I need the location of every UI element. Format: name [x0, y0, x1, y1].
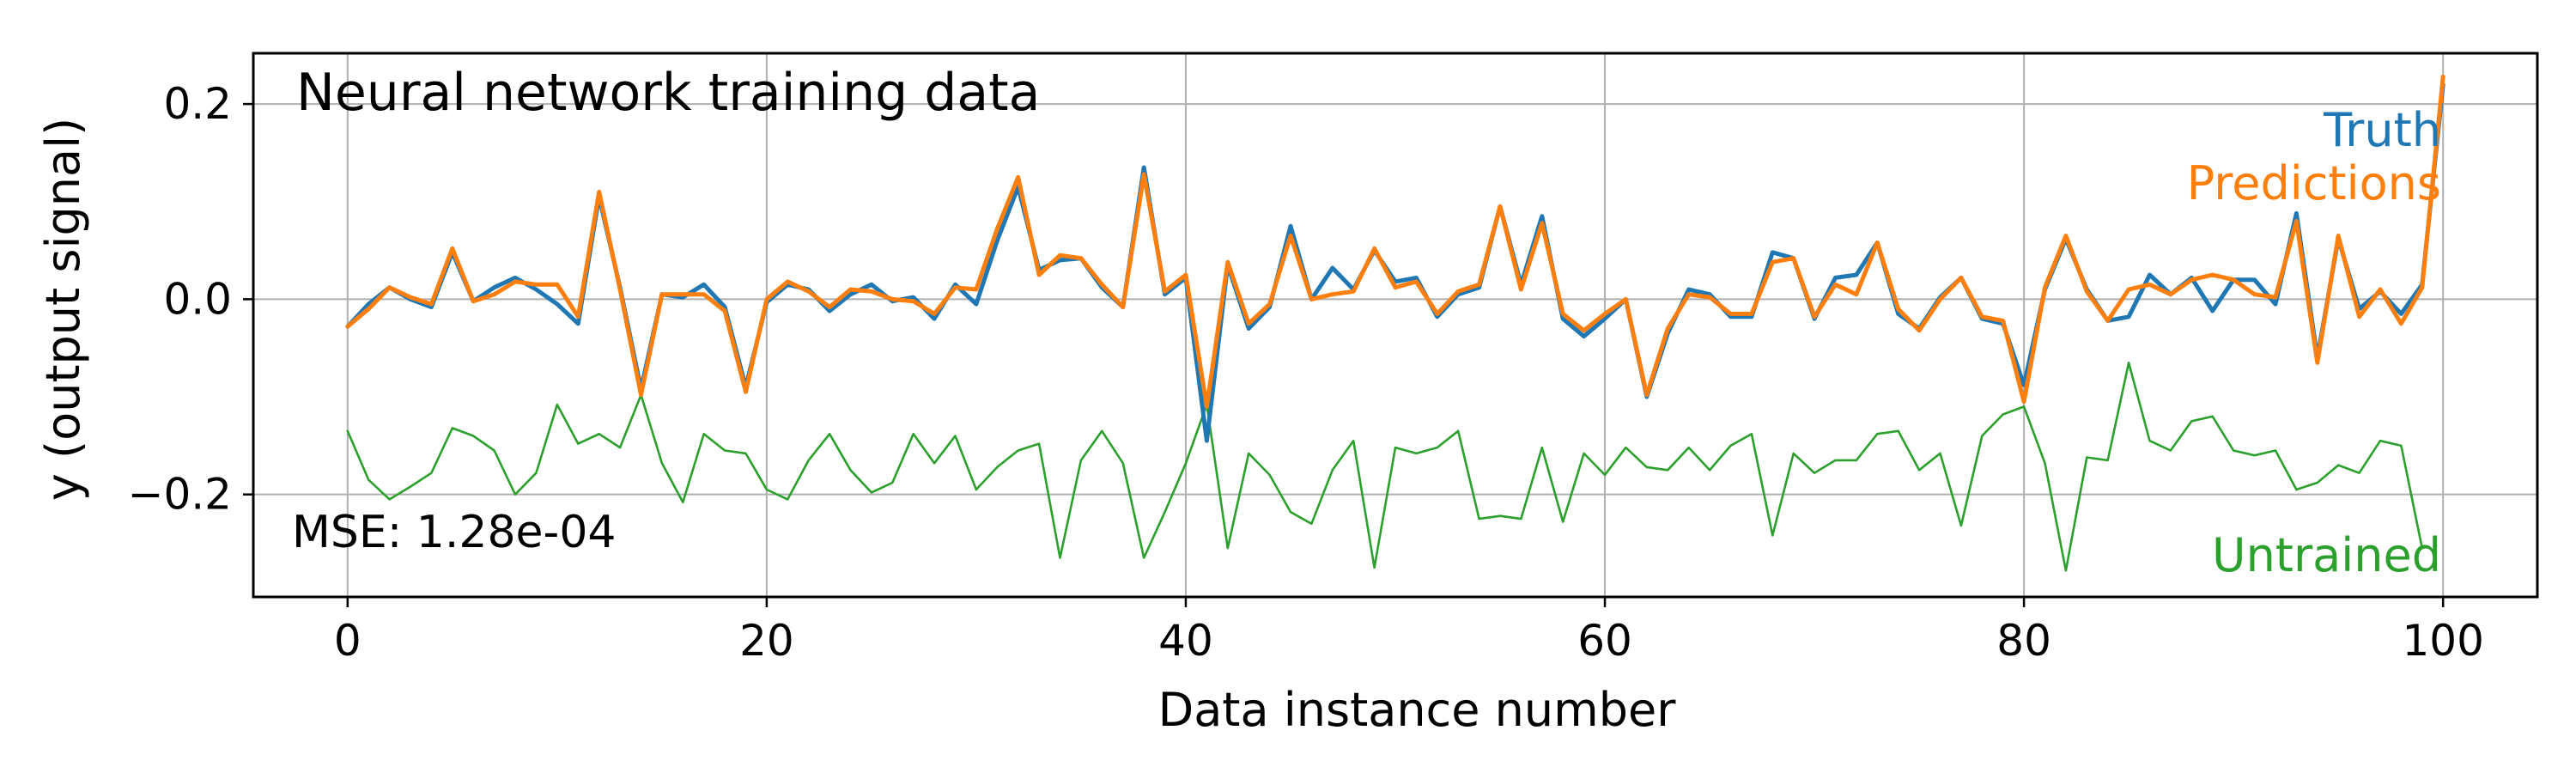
legend-predictions: Predictions [2187, 156, 2441, 210]
plot-frame [252, 52, 2539, 599]
legend-truth: Truth [2323, 103, 2441, 157]
series-line-untrained [346, 361, 2424, 572]
x-tick-label: 0 [334, 616, 361, 666]
x-tick-label: 80 [1996, 616, 2051, 666]
x-tick-label: 40 [1158, 616, 1213, 666]
x-tick-label: 100 [2402, 616, 2483, 666]
chart-title: Neural network training data [296, 63, 1040, 123]
series-layer [345, 74, 2445, 572]
series-line-predictions [345, 74, 2445, 409]
x-axis-label: Data instance number [1158, 683, 1677, 737]
legend-untrained: Untrained [2212, 528, 2441, 582]
y-axis-label: y (output signal) [36, 118, 90, 501]
y-tick-label: 0.2 [163, 79, 232, 129]
grid [253, 53, 2537, 597]
axis-ticks: 0 20 40 60 80 100 0.2 0.0 −0.2 [128, 79, 2484, 666]
y-tick-label: −0.2 [128, 470, 232, 520]
mse-annotation: MSE: 1.28e-04 [292, 507, 616, 558]
x-tick-label: 20 [739, 616, 794, 666]
series-line-truth [345, 82, 2445, 443]
y-tick-label: 0.0 [163, 274, 232, 324]
x-tick-label: 60 [1577, 616, 1632, 666]
